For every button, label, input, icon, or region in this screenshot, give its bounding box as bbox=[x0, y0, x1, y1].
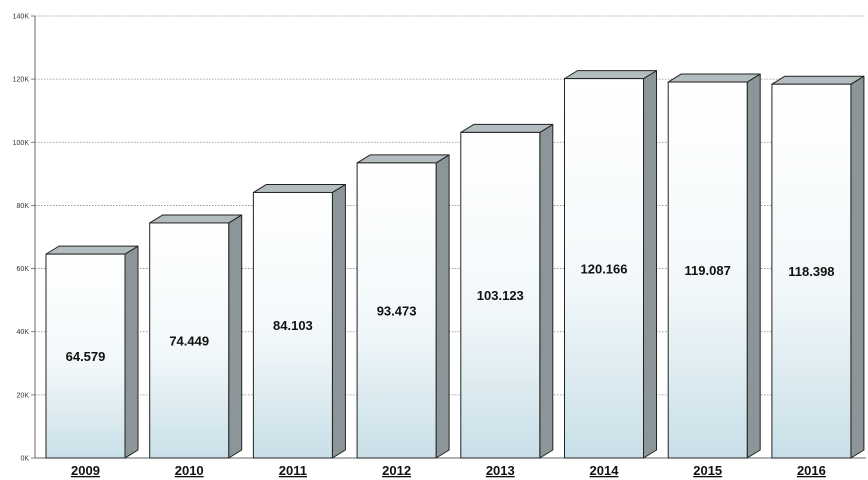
bar-top bbox=[667, 73, 761, 83]
bar-top bbox=[564, 70, 657, 80]
bar bbox=[667, 73, 761, 459]
y-tick-label: 120K bbox=[13, 77, 30, 84]
data-label: 118.398 bbox=[788, 264, 834, 279]
bar-front bbox=[667, 81, 748, 459]
data-label: 93.473 bbox=[377, 303, 417, 318]
y-tick-label: 140K bbox=[13, 14, 30, 21]
data-label: 64.579 bbox=[66, 349, 106, 364]
data-label: 119.087 bbox=[685, 263, 731, 278]
bar-top bbox=[149, 214, 243, 224]
category-label: 2011 bbox=[279, 463, 307, 478]
bar-side bbox=[435, 154, 450, 459]
data-label: 120.166 bbox=[581, 261, 628, 276]
bar-front bbox=[771, 83, 852, 459]
bar bbox=[252, 183, 346, 459]
bar bbox=[460, 123, 554, 459]
bar-top bbox=[460, 123, 554, 133]
category-label: 2009 bbox=[71, 463, 100, 478]
bar-side bbox=[124, 245, 139, 459]
y-tick-label: 80K bbox=[17, 203, 30, 210]
y-tick-label: 100K bbox=[13, 140, 30, 147]
bar bbox=[149, 214, 243, 459]
bar-front bbox=[252, 191, 333, 459]
bar-side bbox=[746, 73, 761, 459]
bar-front bbox=[149, 222, 230, 459]
bar-top bbox=[252, 183, 346, 193]
bar bbox=[564, 70, 657, 459]
y-tick-label: 60K bbox=[17, 266, 30, 273]
category-label: 2016 bbox=[797, 463, 826, 478]
category-label: 2013 bbox=[486, 463, 515, 478]
y-tick-label: 20K bbox=[17, 392, 30, 399]
bar bbox=[356, 154, 450, 459]
category-label: 2014 bbox=[590, 463, 620, 478]
bar-side bbox=[643, 70, 657, 459]
bar-top bbox=[45, 245, 139, 255]
bar-side bbox=[228, 214, 243, 459]
labels: 64.579 2009 74.449 2010 84.103 2011 93.473 2012… bbox=[66, 261, 835, 478]
bars bbox=[45, 70, 865, 459]
y-tick-label: 40K bbox=[17, 329, 30, 336]
data-label: 74.449 bbox=[169, 333, 209, 348]
y-tick-label: 0K bbox=[20, 456, 29, 463]
bar-top bbox=[356, 154, 450, 164]
bar-front bbox=[460, 131, 541, 459]
bar-side bbox=[539, 123, 554, 459]
bar-top bbox=[771, 75, 865, 85]
bar-front bbox=[564, 78, 644, 459]
bar-side bbox=[331, 183, 346, 459]
category-label: 2012 bbox=[382, 463, 411, 478]
bar bbox=[771, 75, 865, 459]
bar bbox=[45, 245, 139, 459]
data-label: 84.103 bbox=[273, 318, 313, 333]
category-label: 2010 bbox=[175, 463, 204, 478]
bar-front bbox=[45, 253, 126, 459]
data-label: 103.123 bbox=[477, 288, 524, 303]
bar-side bbox=[850, 75, 865, 459]
bar-front bbox=[356, 162, 437, 459]
category-label: 2015 bbox=[693, 463, 722, 478]
